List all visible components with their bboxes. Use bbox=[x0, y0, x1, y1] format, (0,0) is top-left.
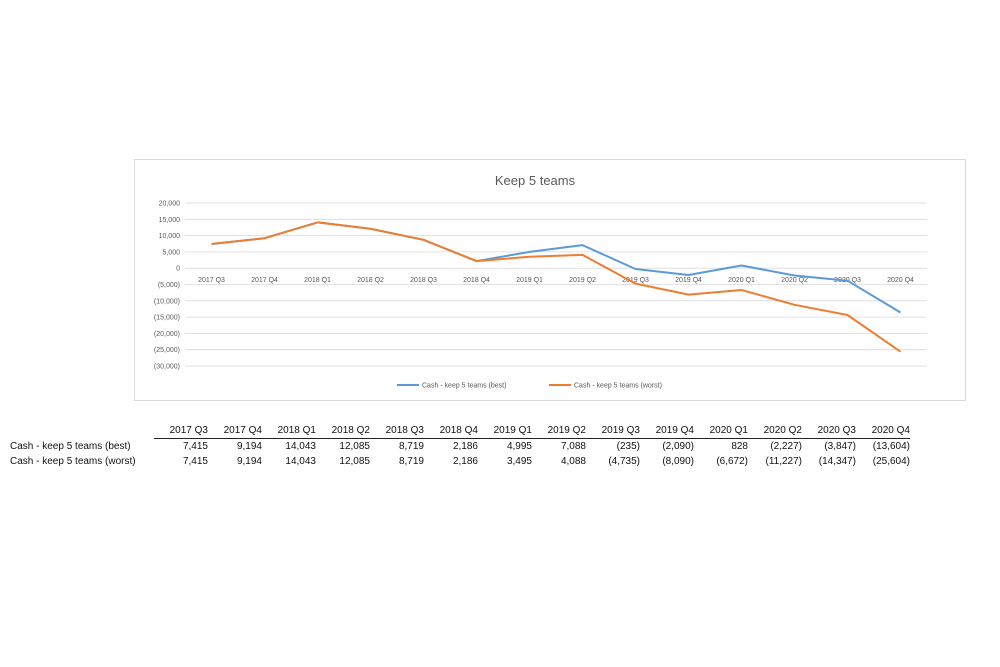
table-cell: 14,043 bbox=[285, 441, 316, 452]
x-tick-label: 2017 Q3 bbox=[198, 277, 225, 284]
table-cell: (3,847) bbox=[824, 441, 856, 452]
table-row-label: Cash - keep 5 teams (best) bbox=[10, 440, 131, 452]
table-column-header: 2019 Q1 bbox=[478, 423, 532, 439]
table-cell: 3,495 bbox=[506, 456, 532, 467]
x-tick-label: 2018 Q3 bbox=[410, 277, 437, 284]
x-tick-label: 2018 Q2 bbox=[357, 277, 384, 284]
x-tick-label: 2019 Q3 bbox=[622, 277, 649, 284]
table-cell: (11,227) bbox=[765, 456, 802, 467]
table-cell: (13,604) bbox=[872, 441, 910, 452]
table-cell: 9,194 bbox=[236, 441, 262, 452]
table-cell: (14,347) bbox=[818, 456, 856, 467]
chart-title: Keep 5 teams bbox=[495, 173, 576, 188]
y-tick-label: 20,000 bbox=[159, 201, 181, 208]
y-tick-label: 0 bbox=[176, 266, 180, 273]
table-cell: 7,415 bbox=[182, 441, 208, 452]
table-cell: (2,227) bbox=[770, 441, 802, 452]
table-cell: 4,995 bbox=[506, 441, 532, 452]
y-tick-label: 5,000 bbox=[162, 249, 180, 256]
table-column-header: 2019 Q4 bbox=[640, 423, 694, 439]
table-corner-cell bbox=[10, 423, 154, 439]
chart-svg: Keep 5 teams 20,000 15,000 10,000 5,000 0 (5,… bbox=[154, 173, 927, 390]
x-tick-label: 2020 Q4 bbox=[887, 277, 914, 284]
y-tick-label: (30,000) bbox=[154, 364, 180, 371]
legend-label: Cash - keep 5 teams (best) bbox=[422, 383, 506, 390]
y-tick-label: 15,000 bbox=[159, 217, 181, 224]
table-cell: 8,719 bbox=[398, 441, 424, 452]
table-column-header: 2018 Q2 bbox=[316, 423, 370, 439]
table-cell: (25,604) bbox=[872, 456, 910, 467]
table-cell: (2,090) bbox=[662, 441, 694, 452]
x-tick-label: 2019 Q4 bbox=[675, 277, 702, 284]
table-cell: (235) bbox=[616, 441, 640, 452]
y-tick-label: 10,000 bbox=[159, 233, 181, 240]
table-column-header: 2020 Q1 bbox=[694, 423, 748, 439]
x-tick-label: 2020 Q1 bbox=[728, 277, 755, 284]
table-column-header: 2018 Q4 bbox=[424, 423, 478, 439]
table-cell: 7,415 bbox=[182, 456, 208, 467]
table-header-row: 2017 Q3 2017 Q4 2018 Q1 2018 Q2 2018 Q3 2018 … bbox=[10, 423, 910, 439]
series-line-worst bbox=[211, 221, 902, 353]
table-cell: 12,085 bbox=[339, 441, 370, 452]
y-tick-label: (25,000) bbox=[154, 347, 180, 354]
table-cell: 8,719 bbox=[398, 456, 424, 467]
table-column-header: 2019 Q3 bbox=[586, 423, 640, 439]
table-column-header: 2020 Q2 bbox=[748, 423, 802, 439]
table-column-header: 2017 Q3 bbox=[154, 423, 208, 439]
table-column-header: 2019 Q2 bbox=[532, 423, 586, 439]
table-column-header: 2020 Q3 bbox=[802, 423, 856, 439]
legend-label: Cash - keep 5 teams (worst) bbox=[574, 383, 662, 390]
table-row-label: Cash - keep 5 teams (worst) bbox=[10, 456, 136, 467]
table-cell: 4,088 bbox=[560, 456, 586, 467]
table-cell: 2,186 bbox=[452, 441, 478, 452]
data-table: 2017 Q3 2017 Q4 2018 Q1 2018 Q2 2018 Q3 2018 … bbox=[10, 423, 910, 469]
x-tick-label: 2018 Q1 bbox=[304, 277, 331, 284]
x-tick-label: 2019 Q1 bbox=[516, 277, 543, 284]
y-tick-label: (20,000) bbox=[154, 331, 180, 338]
y-tick-label: (15,000) bbox=[154, 315, 180, 322]
x-tick-label: 2017 Q4 bbox=[251, 277, 278, 284]
table-cell: 828 bbox=[731, 441, 748, 452]
table-cell: (4,735) bbox=[608, 456, 640, 467]
table-column-header: 2018 Q3 bbox=[370, 423, 424, 439]
y-tick-label: (10,000) bbox=[154, 298, 180, 305]
table-cell: 7,088 bbox=[560, 441, 586, 452]
x-tick-label: 2020 Q2 bbox=[781, 277, 808, 284]
y-tick-label: (5,000) bbox=[158, 282, 180, 289]
table-cell: (6,672) bbox=[716, 456, 748, 467]
table-column-header: 2020 Q4 bbox=[856, 423, 910, 439]
line-chart: Keep 5 teams 20,000 15,000 10,000 5,000 0 (5,… bbox=[134, 159, 966, 401]
x-tick-label: 2019 Q2 bbox=[569, 277, 596, 284]
table-cell: 2,186 bbox=[452, 456, 478, 467]
x-tick-label: 2018 Q4 bbox=[463, 277, 490, 284]
table-cell: (8,090) bbox=[662, 456, 694, 467]
table-row: Cash - keep 5 teams (best) 7,415 9,194 14,0… bbox=[10, 439, 910, 455]
table-cell: 9,194 bbox=[236, 456, 262, 467]
table-column-header: 2017 Q4 bbox=[208, 423, 262, 439]
table-cell: 12,085 bbox=[339, 456, 370, 467]
table-column-header: 2018 Q1 bbox=[262, 423, 316, 439]
table-cell: 14,043 bbox=[285, 456, 316, 467]
table-row: Cash - keep 5 teams (worst) 7,415 9,194 14,… bbox=[10, 454, 910, 469]
